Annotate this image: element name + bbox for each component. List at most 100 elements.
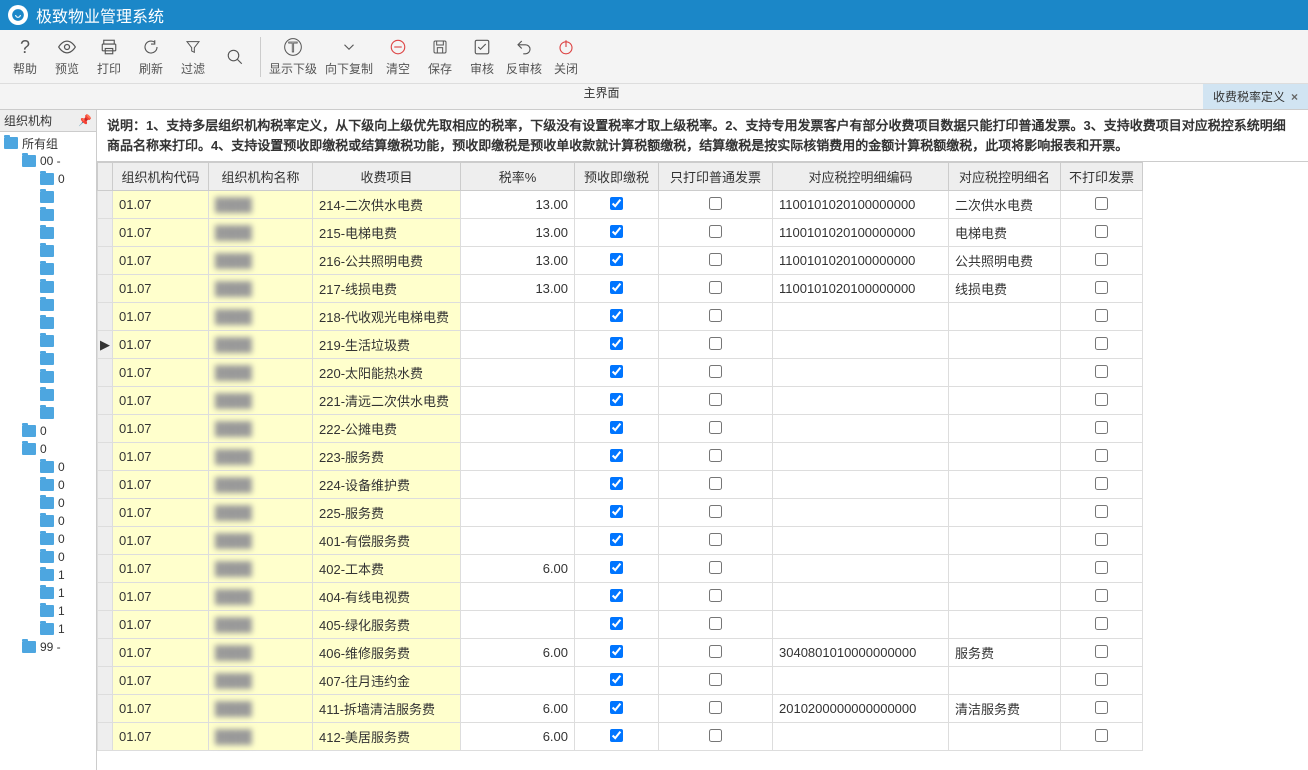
tree-node[interactable] [0, 188, 96, 206]
tree-node[interactable]: 0 [0, 170, 96, 188]
tree-node[interactable] [0, 242, 96, 260]
cell-prepay[interactable] [575, 387, 659, 415]
cell-only-common[interactable] [659, 639, 773, 667]
tree-node[interactable]: 0 [0, 494, 96, 512]
table-row[interactable]: 01.07████217-线损电费13.00110010102010000000… [98, 275, 1143, 303]
search-btn[interactable] [214, 32, 256, 82]
cell-no-print[interactable] [1061, 443, 1143, 471]
cell-rate[interactable] [461, 443, 575, 471]
preview-btn[interactable]: 预览 [46, 32, 88, 82]
cell-only-common[interactable] [659, 247, 773, 275]
close-btn[interactable]: 关闭 [545, 32, 587, 82]
tree-node[interactable]: 1 [0, 602, 96, 620]
cell-tax-name[interactable]: 二次供水电费 [949, 191, 1061, 219]
cell-tax-name[interactable] [949, 359, 1061, 387]
cell-tax-code[interactable] [773, 527, 949, 555]
cell-rate[interactable]: 6.00 [461, 639, 575, 667]
cell-tax-code[interactable] [773, 443, 949, 471]
cell-prepay[interactable] [575, 331, 659, 359]
cell-tax-code[interactable] [773, 499, 949, 527]
cell-no-print[interactable] [1061, 247, 1143, 275]
cell-no-print[interactable] [1061, 387, 1143, 415]
cell-rate[interactable]: 13.00 [461, 275, 575, 303]
tree-node[interactable] [0, 224, 96, 242]
cell-rate[interactable]: 6.00 [461, 555, 575, 583]
cell-tax-name[interactable] [949, 611, 1061, 639]
cell-tax-name[interactable] [949, 527, 1061, 555]
cell-only-common[interactable] [659, 443, 773, 471]
cell-only-common[interactable] [659, 219, 773, 247]
refresh-btn[interactable]: 刷新 [130, 32, 172, 82]
cell-tax-code[interactable] [773, 723, 949, 751]
tree-node[interactable]: 1 [0, 584, 96, 602]
tree-node[interactable]: 0 [0, 512, 96, 530]
tree-node[interactable]: 0 [0, 548, 96, 566]
cell-prepay[interactable] [575, 359, 659, 387]
tree-node[interactable] [0, 350, 96, 368]
cell-rate[interactable] [461, 415, 575, 443]
cell-tax-code[interactable] [773, 555, 949, 583]
print-btn[interactable]: 打印 [88, 32, 130, 82]
cell-tax-name[interactable] [949, 303, 1061, 331]
tree-node[interactable]: 99 - [0, 638, 96, 656]
grid-scroll[interactable]: 组织机构代码组织机构名称收费项目税率%预收即缴税只打印普通发票对应税控明细编码对… [97, 162, 1308, 770]
cell-tax-code[interactable]: 1100101020100000000 [773, 247, 949, 275]
cell-tax-name[interactable] [949, 499, 1061, 527]
cell-no-print[interactable] [1061, 639, 1143, 667]
cell-only-common[interactable] [659, 611, 773, 639]
cell-tax-code[interactable] [773, 303, 949, 331]
cell-tax-name[interactable]: 电梯电费 [949, 219, 1061, 247]
cell-only-common[interactable] [659, 555, 773, 583]
cell-tax-name[interactable] [949, 415, 1061, 443]
cell-prepay[interactable] [575, 583, 659, 611]
table-row[interactable]: 01.07████220-太阳能热水费 [98, 359, 1143, 387]
copy-down-btn[interactable]: 向下复制 [321, 32, 377, 82]
col-no_print[interactable]: 不打印发票 [1061, 163, 1143, 191]
cell-prepay[interactable] [575, 219, 659, 247]
clear-btn[interactable]: 清空 [377, 32, 419, 82]
cell-prepay[interactable] [575, 415, 659, 443]
tree-node[interactable] [0, 386, 96, 404]
cell-no-print[interactable] [1061, 219, 1143, 247]
cell-rate[interactable] [461, 359, 575, 387]
col-tax_code[interactable]: 对应税控明细编码 [773, 163, 949, 191]
cell-no-print[interactable] [1061, 667, 1143, 695]
cell-prepay[interactable] [575, 723, 659, 751]
cell-rate[interactable]: 13.00 [461, 219, 575, 247]
table-row[interactable]: 01.07████218-代收观光电梯电费 [98, 303, 1143, 331]
cell-rate[interactable]: 13.00 [461, 191, 575, 219]
table-row[interactable]: 01.07████407-往月违约金 [98, 667, 1143, 695]
cell-no-print[interactable] [1061, 331, 1143, 359]
cell-only-common[interactable] [659, 527, 773, 555]
cell-tax-code[interactable]: 1100101020100000000 [773, 275, 949, 303]
cell-tax-code[interactable] [773, 387, 949, 415]
cell-prepay[interactable] [575, 471, 659, 499]
cell-tax-name[interactable] [949, 583, 1061, 611]
table-row[interactable]: 01.07████405-绿化服务费 [98, 611, 1143, 639]
audit-btn[interactable]: 审核 [461, 32, 503, 82]
col-only_common[interactable]: 只打印普通发票 [659, 163, 773, 191]
tab-rate-def[interactable]: 收费税率定义 × [1203, 84, 1308, 109]
cell-only-common[interactable] [659, 191, 773, 219]
cell-prepay[interactable] [575, 443, 659, 471]
cell-tax-code[interactable] [773, 583, 949, 611]
tree-node[interactable]: 0 [0, 458, 96, 476]
tree-node[interactable] [0, 314, 96, 332]
unaudit-btn[interactable]: 反审核 [503, 32, 545, 82]
cell-tax-code[interactable] [773, 359, 949, 387]
cell-rate[interactable]: 6.00 [461, 723, 575, 751]
tree-node[interactable]: 1 [0, 566, 96, 584]
pin-icon[interactable]: 📌 [78, 114, 92, 127]
show-lower-btn[interactable]: T显示下级 [265, 32, 321, 82]
tree-node[interactable] [0, 332, 96, 350]
table-row[interactable]: 01.07████223-服务费 [98, 443, 1143, 471]
table-row[interactable]: 01.07████214-二次供水电费13.001100101020100000… [98, 191, 1143, 219]
table-row[interactable]: 01.07████406-维修服务费6.00304080101000000000… [98, 639, 1143, 667]
cell-only-common[interactable] [659, 359, 773, 387]
cell-tax-code[interactable] [773, 667, 949, 695]
cell-no-print[interactable] [1061, 611, 1143, 639]
cell-prepay[interactable] [575, 191, 659, 219]
tree-node[interactable] [0, 368, 96, 386]
cell-no-print[interactable] [1061, 191, 1143, 219]
cell-no-print[interactable] [1061, 359, 1143, 387]
